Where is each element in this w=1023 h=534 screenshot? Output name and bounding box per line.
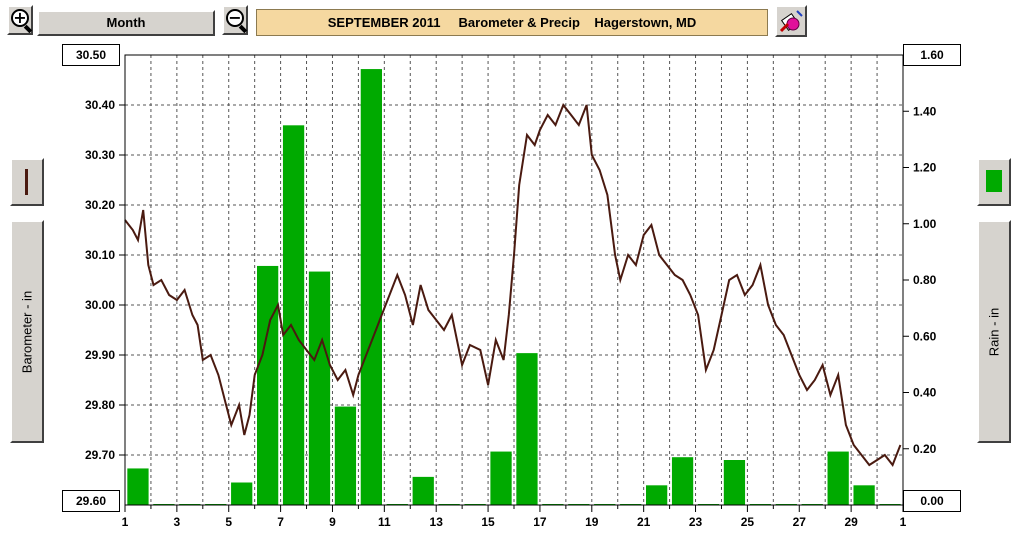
left-tick-label: 29.90 (85, 348, 115, 362)
rain-bar (853, 485, 875, 505)
paint-tool-button[interactable] (775, 5, 807, 37)
zoom-in-button[interactable]: + (7, 5, 33, 35)
rain-bar (308, 271, 331, 505)
x-tick-label: 29 (844, 515, 858, 529)
month-button[interactable]: Month (37, 10, 215, 36)
x-tick-label: 19 (585, 515, 599, 529)
x-tick-label: 1 (122, 515, 129, 529)
right-tick-label: 0.40 (913, 386, 937, 400)
chart-title: SEPTEMBER 2011 Barometer & Precip Hagers… (256, 9, 768, 36)
right-tick-label: 0.20 (913, 442, 937, 456)
x-tick-label: 21 (637, 515, 651, 529)
x-tick-label: 15 (481, 515, 495, 529)
x-tick-label: 27 (793, 515, 807, 529)
left-tick-label: 29.70 (85, 448, 115, 462)
rain-bar (490, 451, 512, 505)
left-axis-max: 30.50 (62, 44, 120, 66)
x-tick-label: 9 (329, 515, 336, 529)
rain-bar (412, 476, 434, 505)
left-tick-label: 30.10 (85, 248, 115, 262)
right-tick-label: 1.40 (913, 104, 937, 118)
x-tick-label: 7 (277, 515, 284, 529)
rain-bar (646, 485, 668, 505)
left-tick-label: 30.00 (85, 298, 115, 312)
left-tick-label: 30.40 (85, 98, 115, 112)
rain-bar (231, 482, 253, 505)
zoom-out-button[interactable]: − (222, 5, 248, 35)
right-tick-label: 1.00 (913, 217, 937, 231)
x-tick-label: 23 (689, 515, 703, 529)
rain-bar (282, 125, 305, 505)
right-axis-min: 0.00 (903, 490, 961, 512)
right-tick-label: 0.60 (913, 329, 937, 343)
barometer-series-toggle[interactable] (10, 158, 44, 206)
right-axis-label-panel[interactable]: Rain - in (977, 220, 1011, 443)
x-tick-label: 17 (533, 515, 547, 529)
rain-bar (723, 460, 746, 505)
left-tick-label: 29.80 (85, 398, 115, 412)
rain-bar (257, 265, 279, 505)
rain-bar (334, 406, 357, 505)
paint-bucket-icon (779, 10, 803, 33)
right-tick-label: 1.20 (913, 161, 937, 175)
x-tick-label: 13 (430, 515, 444, 529)
x-tick-label: 25 (741, 515, 755, 529)
rain-bar (127, 468, 149, 505)
x-tick-label: 11 (378, 515, 391, 529)
barometer-line (124, 102, 902, 468)
rain-bar (360, 69, 382, 505)
rain-bar (671, 457, 694, 505)
rain-bar (827, 451, 849, 505)
brown-line-icon (25, 169, 28, 195)
zoom-out-icon: − (226, 9, 244, 27)
green-bar-icon (986, 170, 1002, 192)
left-tick-label: 30.30 (85, 148, 115, 162)
x-tick-label: 3 (174, 515, 181, 529)
x-tick-label: 5 (225, 515, 232, 529)
right-tick-label: 0.80 (913, 273, 937, 287)
right-axis-max: 1.60 (903, 44, 961, 66)
left-axis-min: 29.60 (62, 490, 120, 512)
left-tick-label: 30.20 (85, 198, 115, 212)
x-tick-label: 1 (900, 515, 907, 529)
left-axis-label-panel[interactable]: Barometer - in (10, 220, 44, 443)
zoom-in-icon: + (11, 9, 29, 27)
rain-series-toggle[interactable] (977, 158, 1011, 206)
rain-bar (516, 353, 538, 505)
